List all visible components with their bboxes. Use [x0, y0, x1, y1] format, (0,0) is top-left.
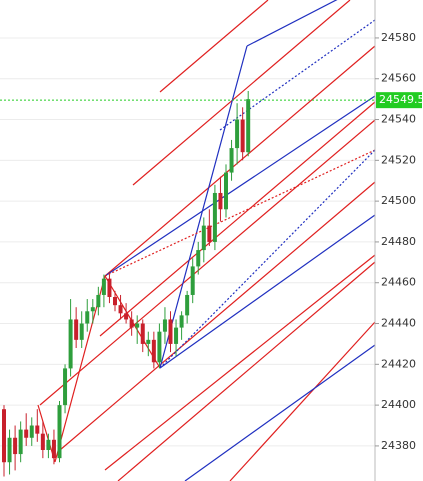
channel-line [159, 0, 269, 93]
candle-body [212, 192, 217, 242]
candle-body [190, 266, 195, 295]
candle-body [7, 437, 12, 463]
candle-body [13, 437, 18, 455]
candle-body [201, 225, 206, 251]
y-tick-label: 24500 [381, 194, 416, 207]
candle-body [207, 225, 212, 242]
channel-line [59, 181, 376, 451]
y-tick-label: 24380 [381, 439, 416, 452]
candle-body [229, 148, 234, 173]
candle-body [168, 319, 173, 344]
median-line [159, 214, 376, 369]
median-line [184, 344, 376, 481]
y-tick-label: 24440 [381, 317, 416, 330]
candle-body [46, 439, 51, 450]
candle-body [157, 331, 162, 363]
candle-body [79, 323, 84, 340]
dotted-line [159, 149, 376, 369]
candle-body [96, 294, 101, 308]
drawings [37, 0, 376, 481]
candle-body [40, 433, 45, 450]
candle-body [196, 250, 201, 267]
candle-body [246, 99, 251, 153]
candle-body [85, 311, 90, 324]
candle-body [129, 319, 134, 328]
candle-body [29, 425, 34, 438]
last-price-box [376, 92, 422, 109]
y-axis: 24380 24400 24420 24440 24460 24480 24500 24520… [375, 31, 416, 452]
candle-body [124, 313, 129, 320]
pivot-line [246, 0, 338, 47]
y-tick-label: 24560 [381, 72, 416, 85]
y-tick-label: 24460 [381, 276, 416, 289]
median-line [104, 95, 376, 277]
candle-body [162, 319, 167, 332]
candle-body [101, 278, 106, 295]
y-tick-label: 24420 [381, 357, 416, 370]
dotted-line [104, 149, 376, 277]
candle-body [179, 315, 184, 328]
channel-line [117, 261, 376, 481]
candle-body [118, 305, 123, 314]
candle-body [218, 192, 223, 210]
candle-body [2, 409, 6, 463]
channel-line [132, 0, 351, 186]
channel-line [99, 101, 376, 337]
candle-body [185, 294, 190, 316]
candle-body [68, 319, 73, 369]
last-price-label: 24549.5 [379, 93, 423, 106]
candle-body [63, 368, 68, 406]
candle-body [151, 339, 156, 363]
y-tick-label: 24480 [381, 235, 416, 248]
grid [0, 37, 375, 447]
candle-body [140, 323, 145, 344]
candle-body [24, 429, 29, 438]
channel-line [104, 254, 376, 471]
candle-body [35, 425, 40, 434]
candle-body [235, 119, 240, 149]
y-tick-label: 24540 [381, 113, 416, 126]
candle-body [224, 172, 228, 210]
candle-body [74, 319, 79, 340]
candle-body [51, 439, 56, 459]
candle-body [240, 119, 245, 153]
candle-body [57, 405, 62, 459]
y-tick-label: 24520 [381, 153, 416, 166]
candle-body [18, 429, 23, 455]
channel-line [39, 119, 376, 406]
candle-body [146, 339, 151, 344]
candle-body [90, 307, 95, 312]
channel-line [229, 321, 376, 481]
y-tick-label: 24580 [381, 31, 416, 44]
candle-body [135, 323, 140, 328]
candle-body [113, 297, 117, 306]
channel-line [104, 45, 376, 277]
candles [2, 90, 251, 477]
candle-body [107, 278, 112, 298]
candle-body [174, 327, 179, 344]
y-tick-label: 24400 [381, 398, 416, 411]
